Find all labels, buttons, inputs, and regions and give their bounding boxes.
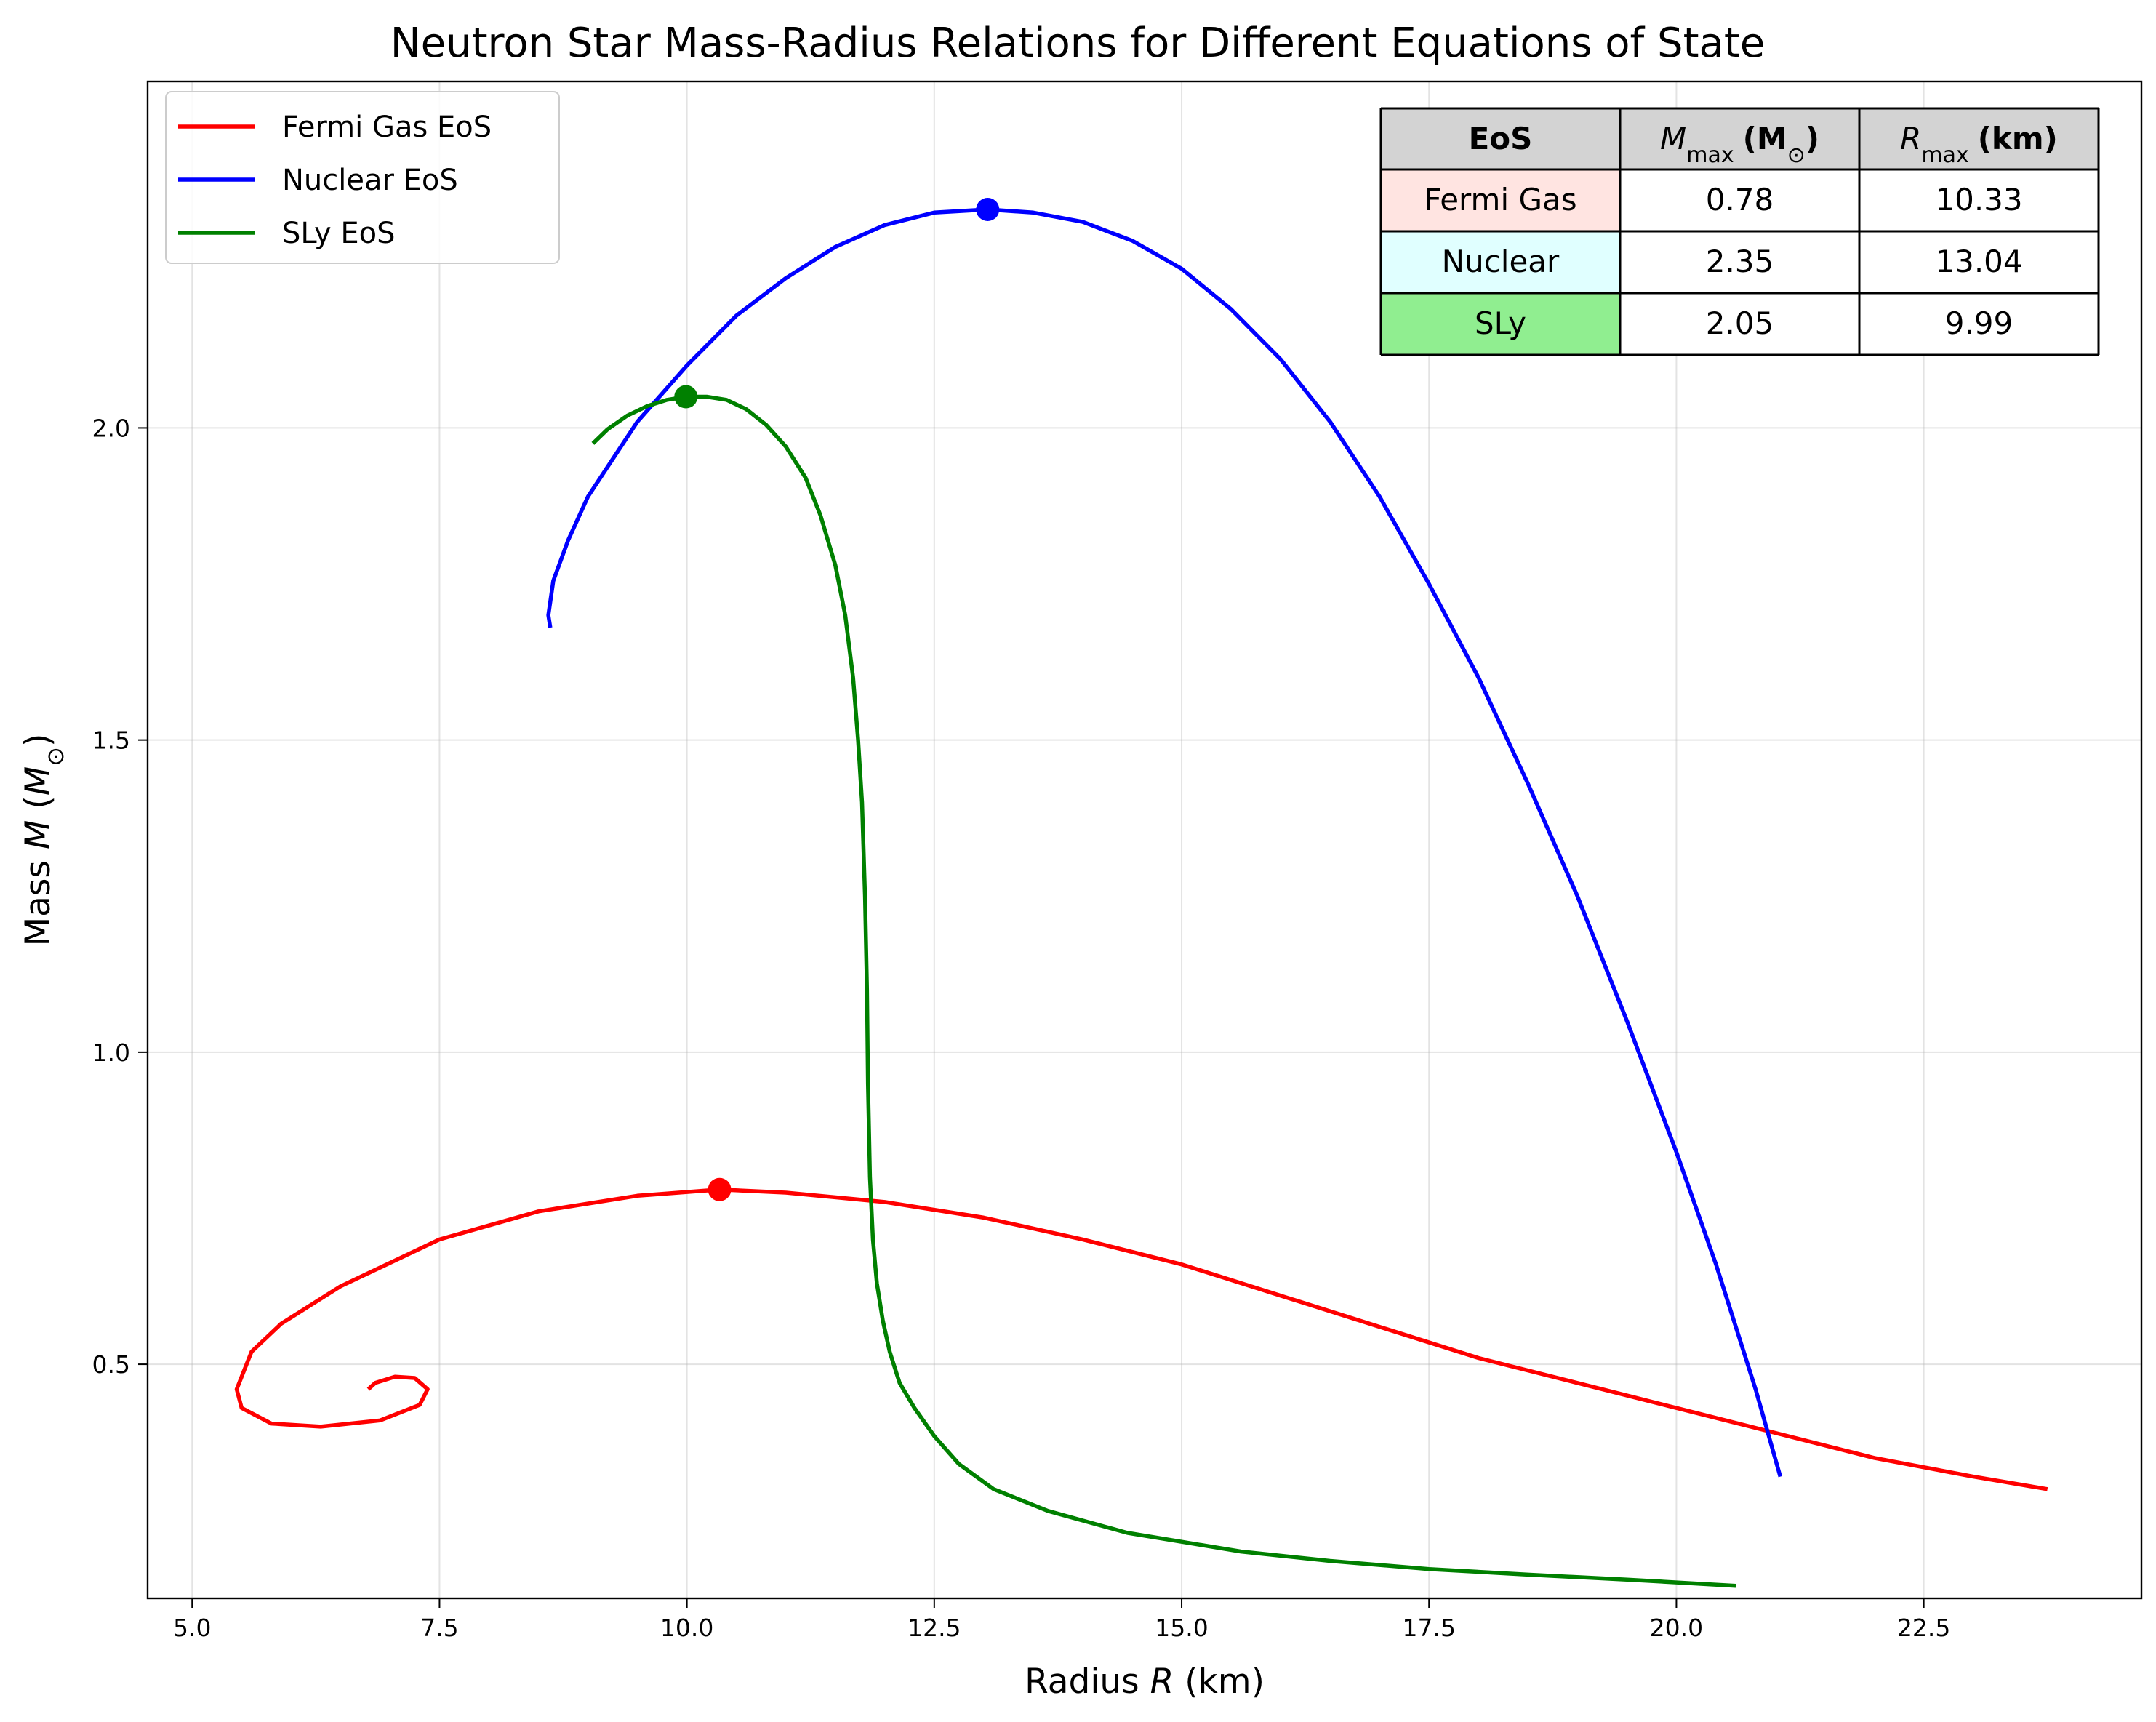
table-header-mmax-unit-open: (M: [1743, 121, 1787, 156]
table-header-mmax-symbol: M: [1660, 121, 1686, 156]
max-point-0: [708, 1177, 732, 1201]
y-tick-label-0: 0.5: [92, 1350, 130, 1379]
table-header-mmax: Mmax (M⊙): [1660, 121, 1819, 168]
table-cell-eos-0: Fermi Gas: [1424, 182, 1576, 217]
series-line-2: [591, 394, 1736, 1588]
y-axis-label-pre: Mass: [18, 849, 58, 946]
plot-frame: [146, 80, 2143, 1600]
table-header-mmax-unit-close: ): [1806, 121, 1819, 156]
max-point-2: [674, 385, 698, 409]
y-axis-label-close: ): [18, 734, 58, 747]
table-row-bg-0: [1381, 169, 1620, 231]
summary-table: EoS Mmax (M⊙) Rmax (km) Fermi Gas 0.78 10.33 Nuc…: [1379, 107, 2100, 356]
y-axis-label-unit: M: [18, 766, 58, 796]
y-axis-label: Mass M (M⊙): [18, 734, 69, 947]
legend: Fermi Gas EoS Nuclear EoS SLy EoS: [165, 91, 560, 264]
y-axis-label-open: (: [18, 796, 58, 820]
x-tick-label-5: 17.5: [1402, 1614, 1455, 1642]
legend-box: [165, 91, 560, 264]
legend-label-1: Nuclear EoS: [282, 164, 458, 197]
max-point-1: [976, 197, 1000, 221]
max-markers: [674, 197, 1000, 1201]
table-row-bg-2: [1381, 293, 1620, 355]
table-header-rmax-sub: max: [1921, 143, 1968, 168]
legend-label-2: SLy EoS: [282, 217, 396, 250]
x-axis-label-symbol: R: [1150, 1662, 1174, 1702]
table-cell-mmax-2: 2.05: [1706, 305, 1774, 341]
x-axis-label: Radius R (km): [1025, 1662, 1265, 1702]
table-header-eos: EoS: [1469, 121, 1533, 156]
x-axis-ticks: 5.0 7.5 10.0 12.5 15.0 17.5 20.0 22.5: [173, 1598, 1950, 1642]
x-tick-label-3: 12.5: [907, 1614, 961, 1642]
table-cell-eos-2: SLy: [1475, 305, 1526, 341]
y-axis-label-symbol: M: [18, 820, 58, 850]
x-tick-label-0: 5.0: [173, 1614, 211, 1642]
table-header-bg: [1381, 108, 2099, 169]
legend-label-0: Fermi Gas EoS: [282, 111, 492, 144]
y-axis-ticks: 0.5 1.0 1.5 2.0: [92, 414, 148, 1379]
y-tick-label-2: 1.5: [92, 726, 130, 755]
table-cell-rmax-0: 10.33: [1935, 182, 2022, 217]
y-tick-label-3: 2.0: [92, 414, 130, 442]
table-header-mmax-unit-sub: ⊙: [1787, 143, 1806, 168]
table-header-mmax-sub: max: [1686, 143, 1734, 168]
x-tick-label-4: 15.0: [1155, 1614, 1208, 1642]
series-line-0: [234, 1187, 2048, 1491]
x-tick-label-6: 20.0: [1650, 1614, 1703, 1642]
x-axis-label-pre: Radius: [1025, 1662, 1150, 1702]
table-header-rmax-unit: (km): [1978, 121, 2058, 156]
table-header-rmax: Rmax (km): [1900, 121, 2058, 168]
table-cell-mmax-0: 0.78: [1706, 182, 1774, 217]
x-tick-label-1: 7.5: [420, 1614, 458, 1642]
x-tick-label-7: 22.5: [1897, 1614, 1950, 1642]
y-axis-label-unit-sub: ⊙: [41, 747, 69, 766]
table-cell-rmax-2: 9.99: [1945, 305, 2013, 341]
x-axis-label-post: (km): [1174, 1662, 1265, 1702]
table-row-bg-1: [1381, 231, 1620, 293]
y-tick-label-1: 1.0: [92, 1038, 130, 1067]
series-line-1: [546, 207, 1782, 1478]
table-cell-eos-1: Nuclear: [1442, 244, 1560, 279]
table-header-rmax-symbol: R: [1900, 121, 1921, 156]
chart-title: Neutron Star Mass-Radius Relations for D…: [390, 20, 1766, 67]
x-tick-label-2: 10.0: [660, 1614, 713, 1642]
series-layer: [234, 207, 2048, 1588]
table-cell-rmax-1: 13.04: [1935, 244, 2022, 279]
table-cell-mmax-1: 2.35: [1706, 244, 1774, 279]
